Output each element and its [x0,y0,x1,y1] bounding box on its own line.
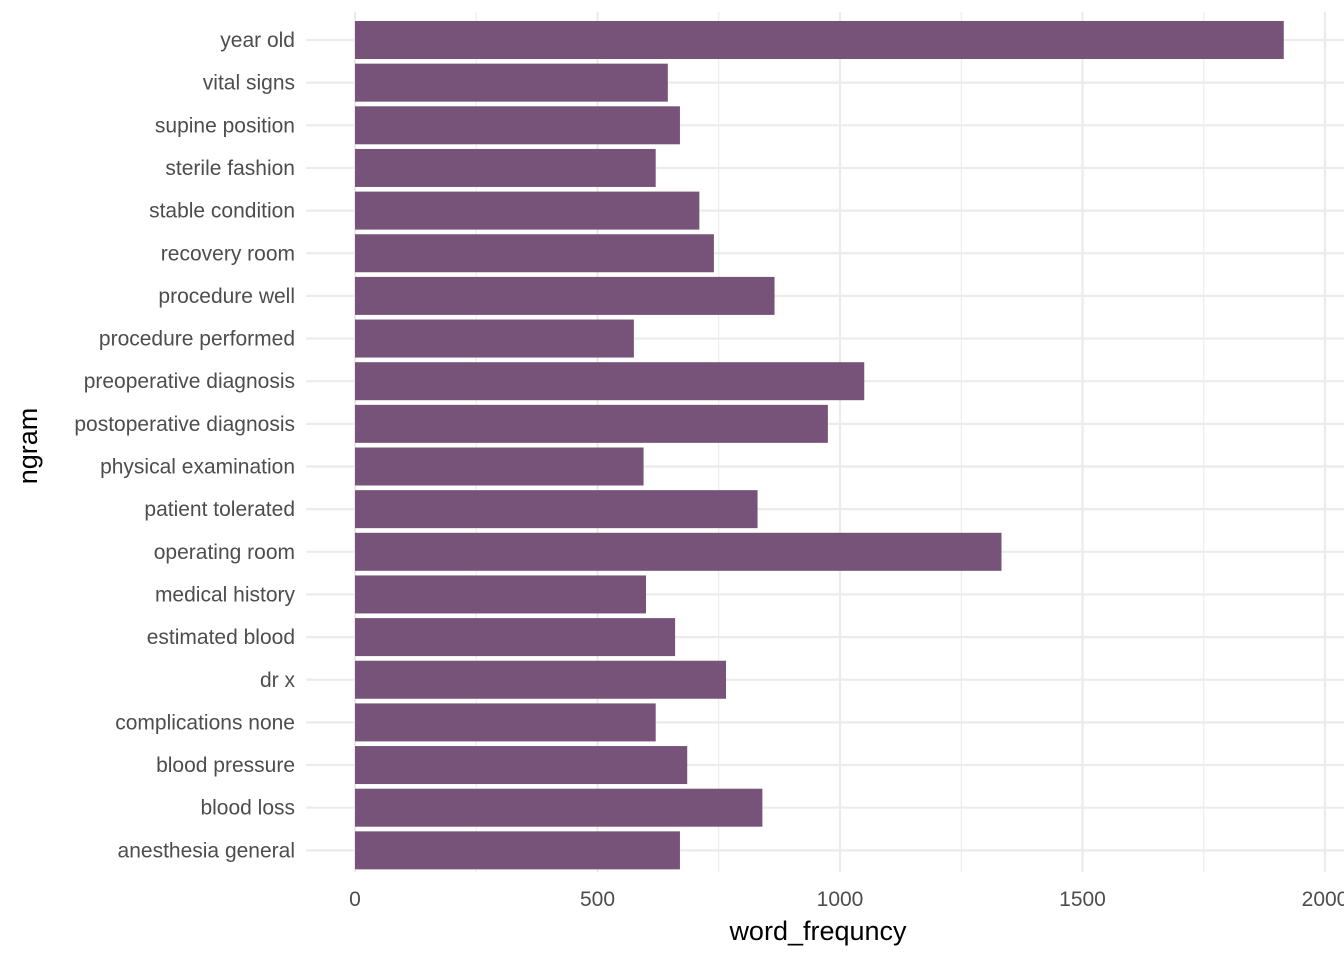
y-tick-label: postoperative diagnosis [74,413,295,436]
y-tick-label: complications none [115,711,295,734]
bar-dr-x [355,660,727,699]
y-tick-label: anesthesia general [118,839,295,862]
bar-supine-position [355,106,680,145]
y-tick-label: operating room [154,541,295,564]
bar-vital-signs [355,63,668,102]
bar-procedure-well [355,276,775,315]
x-tick-label: 1500 [1059,888,1106,911]
y-tick-label: year old [220,29,295,52]
bar-medical-history [355,575,646,614]
y-tick-label: estimated blood [147,626,295,649]
bars [355,21,1284,870]
bar-operating-room [355,532,1002,571]
y-tick-label: blood pressure [156,754,295,777]
y-tick-label: sterile fashion [165,157,295,180]
bar-anesthesia-general [355,831,680,870]
bar-blood-loss [355,788,763,827]
y-axis-title: ngram [13,408,43,485]
y-tick-label: physical examination [100,456,295,479]
y-tick-label: preoperative diagnosis [84,370,295,393]
bar-blood-pressure [355,746,688,785]
x-tick-label: 500 [580,888,615,911]
y-tick-label: dr x [260,669,296,692]
y-tick-label: medical history [155,583,296,606]
x-axis-title: word_frequncy [728,916,907,946]
y-tick-labels: year old vital signs supine position steril… [74,29,295,862]
bar-complications-none [355,703,656,742]
bar-preoperative-diagnosis [355,362,865,401]
bar-sterile-fashion [355,148,656,187]
y-tick-label: procedure well [158,285,295,308]
bar-physical-examination [355,447,644,486]
bar-patient-tolerated [355,490,758,529]
y-tick-label: stable condition [149,200,295,223]
bar-postoperative-diagnosis [355,404,828,443]
y-tick-label: patient tolerated [144,498,295,521]
x-tick-labels: 0 500 1000 1500 2000 [349,888,1344,911]
bar-procedure-performed [355,319,634,358]
y-tick-label: recovery room [161,242,295,265]
bar-stable-condition [355,191,700,230]
y-tick-label: procedure performed [99,328,295,351]
y-tick-label: blood loss [200,797,295,820]
bar-estimated-blood [355,618,676,657]
bar-recovery-room [355,234,714,273]
y-tick-label: vital signs [203,72,295,95]
bar-year-old [355,21,1284,59]
x-tick-label: 1000 [817,888,864,911]
y-tick-label: supine position [155,114,295,137]
x-tick-label: 0 [349,888,361,911]
x-tick-label: 2000 [1302,888,1344,911]
